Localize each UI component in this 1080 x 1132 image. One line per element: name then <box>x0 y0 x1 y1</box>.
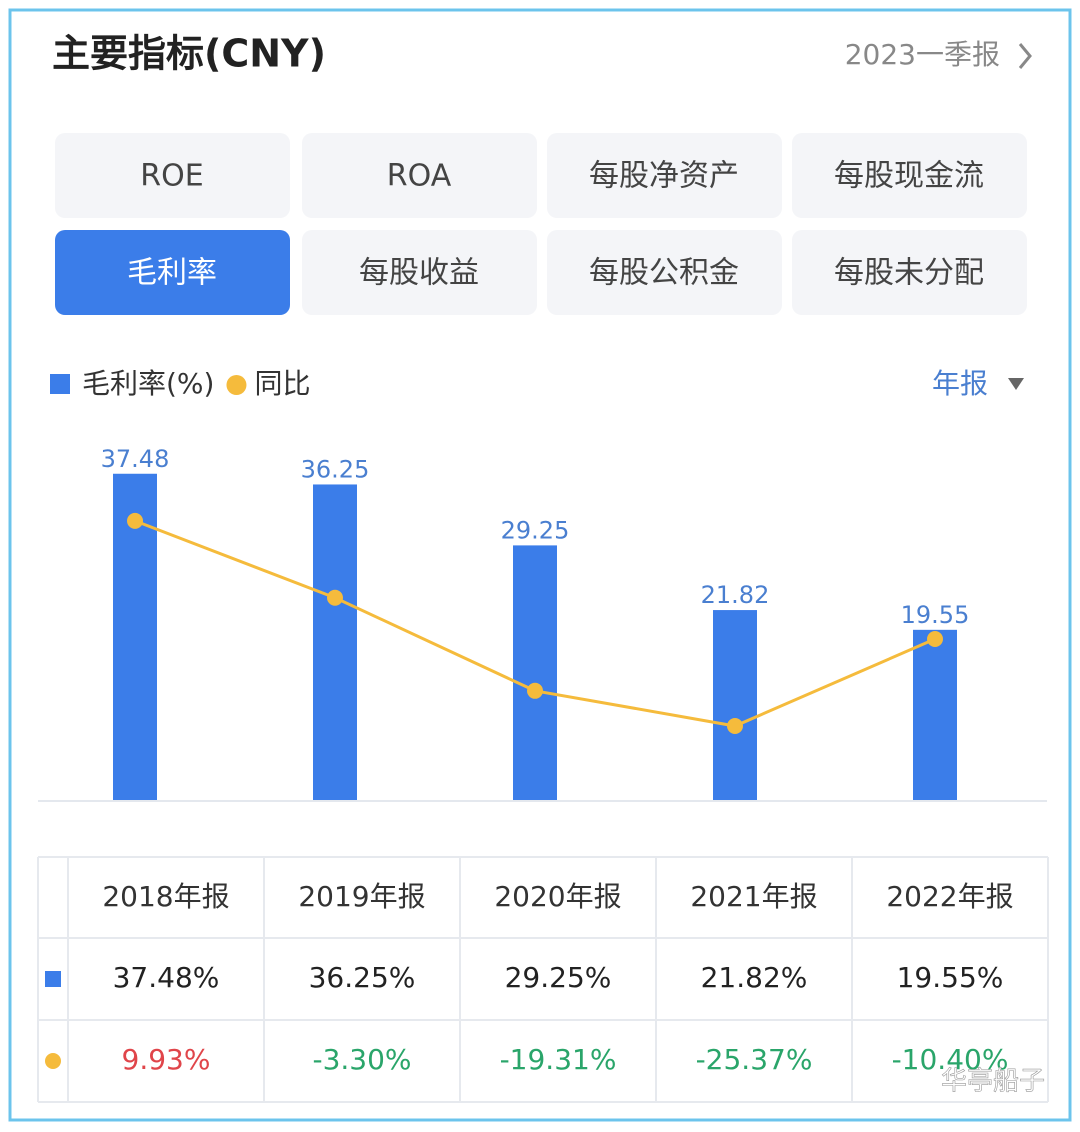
tab[interactable] <box>792 230 1027 315</box>
table-cell: -19.31% <box>500 1043 617 1076</box>
table-header: 2019年报 <box>298 880 425 913</box>
dropdown-arrow[interactable] <box>1008 378 1024 390</box>
table-cell: 21.82% <box>701 961 808 994</box>
table-cell: 9.93% <box>122 1043 211 1076</box>
line-point <box>927 631 943 648</box>
dropdown[interactable]: 年报 <box>932 367 988 400</box>
row-icon <box>45 971 61 987</box>
tab-label[interactable]: 每股现金流 <box>834 159 984 194</box>
tab[interactable] <box>55 230 290 315</box>
bar <box>313 484 357 800</box>
table-cell: 29.25% <box>505 961 612 994</box>
row-icon <box>45 1053 61 1069</box>
table-cell: -3.30% <box>312 1043 411 1076</box>
line-point <box>327 589 343 606</box>
tab[interactable] <box>302 230 537 315</box>
bar <box>913 629 957 800</box>
tab[interactable] <box>547 230 782 315</box>
legend-swatch <box>226 375 247 395</box>
table-header: 2022年报 <box>886 880 1013 913</box>
period[interactable]: 2023一季报 <box>845 38 1000 71</box>
tab-label[interactable]: 每股未分配 <box>834 256 984 291</box>
table-cell: -10.40% <box>892 1043 1009 1076</box>
bar-label: 21.82 <box>701 581 770 609</box>
table-header: 2021年报 <box>690 880 817 913</box>
title: 主要指标(CNY) <box>52 32 326 76</box>
bar <box>513 545 557 800</box>
line-point <box>727 718 743 735</box>
tab[interactable] <box>55 133 290 218</box>
legend-swatch <box>50 374 70 394</box>
bar-label: 37.48 <box>101 445 170 473</box>
bar <box>713 610 757 800</box>
tab-label[interactable]: 每股净资产 <box>589 159 739 194</box>
watermark: 华亭船子 <box>941 1067 1045 1097</box>
table: 2018年报 37.48% 9.93% 2019年报 36.25% -3.30% 2020年… <box>37 856 1049 1103</box>
bar-label: 19.55 <box>901 601 970 629</box>
line-point <box>527 682 543 699</box>
table-cell: 37.48% <box>113 961 220 994</box>
chevron[interactable] <box>1018 43 1032 69</box>
bar-label: 29.25 <box>501 516 570 544</box>
table-header: 2018年报 <box>102 880 229 913</box>
tab[interactable] <box>302 133 537 218</box>
tab[interactable] <box>792 133 1027 218</box>
legend-label: 同比 <box>254 367 310 400</box>
tab-label[interactable]: ROE <box>140 159 203 194</box>
table-header: 2020年报 <box>494 880 621 913</box>
tab-label[interactable]: 每股公积金 <box>589 256 739 291</box>
line-point <box>127 512 143 529</box>
table-cell: -25.37% <box>696 1043 813 1076</box>
table-cell: 19.55% <box>897 961 1004 994</box>
plot: 37.48 36.25 29.25 21.82 19.55 <box>101 445 970 800</box>
tab-label[interactable]: 毛利率 <box>127 256 217 291</box>
tab[interactable] <box>547 133 782 218</box>
legend-label: 毛利率(%) <box>82 367 214 400</box>
legend: 毛利率(%) 同比 <box>50 367 310 400</box>
tab-label[interactable]: ROA <box>387 159 452 194</box>
table-cell: 36.25% <box>309 961 416 994</box>
tab-label[interactable]: 每股收益 <box>359 256 479 291</box>
bar-label: 36.25 <box>301 455 370 483</box>
